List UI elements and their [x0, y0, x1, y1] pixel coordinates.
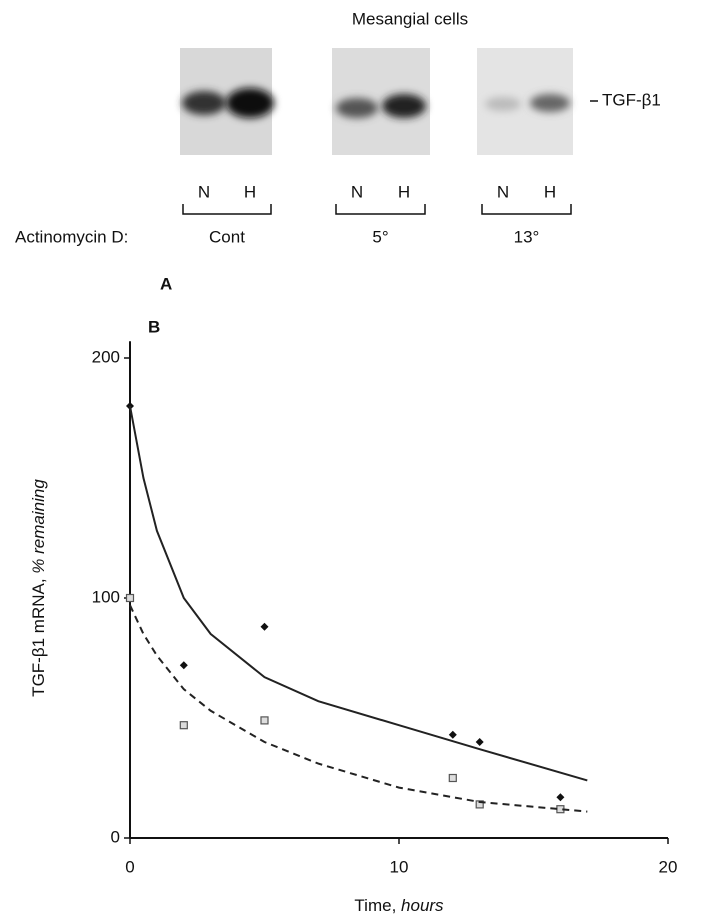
point: [449, 731, 457, 739]
point: [476, 738, 484, 746]
point: [180, 661, 188, 669]
band-label: TGF-β1: [602, 90, 661, 109]
x-tick-label: 10: [390, 857, 409, 876]
panel-a-title: Mesangial cells: [352, 9, 468, 28]
fit-curve: [130, 406, 587, 780]
panel-label: B: [148, 317, 160, 336]
bracket: [482, 204, 571, 214]
lane-groups: N H Cont N H 5° N H 13°: [183, 182, 571, 246]
y-tick-label: 100: [92, 587, 120, 606]
point: [127, 595, 134, 602]
y-tick-label: 0: [111, 827, 120, 846]
y-axis-label-main: TGF-β1 mRNA,: [29, 578, 48, 696]
y-tick-label: 200: [92, 347, 120, 366]
x-tick-label: 0: [125, 857, 134, 876]
point: [449, 775, 456, 782]
row-label: Actinomycin D:: [15, 227, 128, 246]
blot: [180, 48, 573, 155]
lane-label: N: [351, 182, 363, 201]
x-axis-label-main: Time,: [354, 896, 396, 915]
y-axis-label: TGF-β1 mRNA, % remaining: [29, 479, 48, 697]
condition-label: Cont: [209, 227, 245, 246]
condition-label: 5°: [372, 227, 388, 246]
point: [261, 717, 268, 724]
lane-label: N: [198, 182, 210, 201]
bracket: [336, 204, 425, 214]
x-tick-label: 20: [659, 857, 678, 876]
y-axis-label-unit: % remaining: [29, 479, 48, 574]
figure: Mesangial cells TGF-β1 N H Cont N H 5° N H 13° A…: [0, 0, 705, 921]
x-axis-label-unit: hours: [401, 896, 444, 915]
point: [261, 623, 269, 631]
bracket: [183, 204, 271, 214]
condition-label: 13°: [514, 227, 540, 246]
lane-label: H: [244, 182, 256, 201]
panel-label: A: [160, 274, 172, 293]
lane-label: H: [398, 182, 410, 201]
fit-curve: [130, 605, 587, 811]
lane-label: H: [544, 182, 556, 201]
point: [180, 722, 187, 729]
lane-label: N: [497, 182, 509, 201]
x-axis-label: Time, hours: [354, 896, 444, 915]
point: [556, 793, 564, 801]
